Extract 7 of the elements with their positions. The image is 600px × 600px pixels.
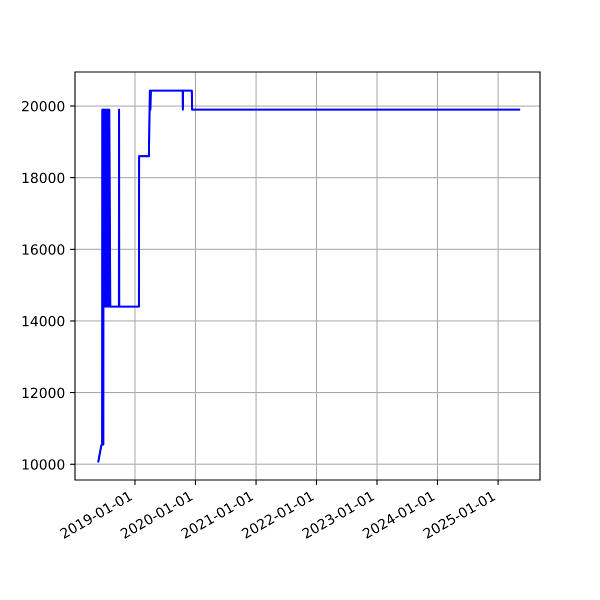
y-tick-label: 12000 xyxy=(22,388,64,398)
y-tick-label: 10000 xyxy=(22,459,64,470)
y-tick-label: 18000 xyxy=(22,172,64,184)
y-tick-label: 14000 xyxy=(22,316,64,326)
y-tick-label: 16000 xyxy=(22,244,64,255)
line-series xyxy=(97,90,520,462)
y-tick-label: 20000 xyxy=(22,101,64,112)
